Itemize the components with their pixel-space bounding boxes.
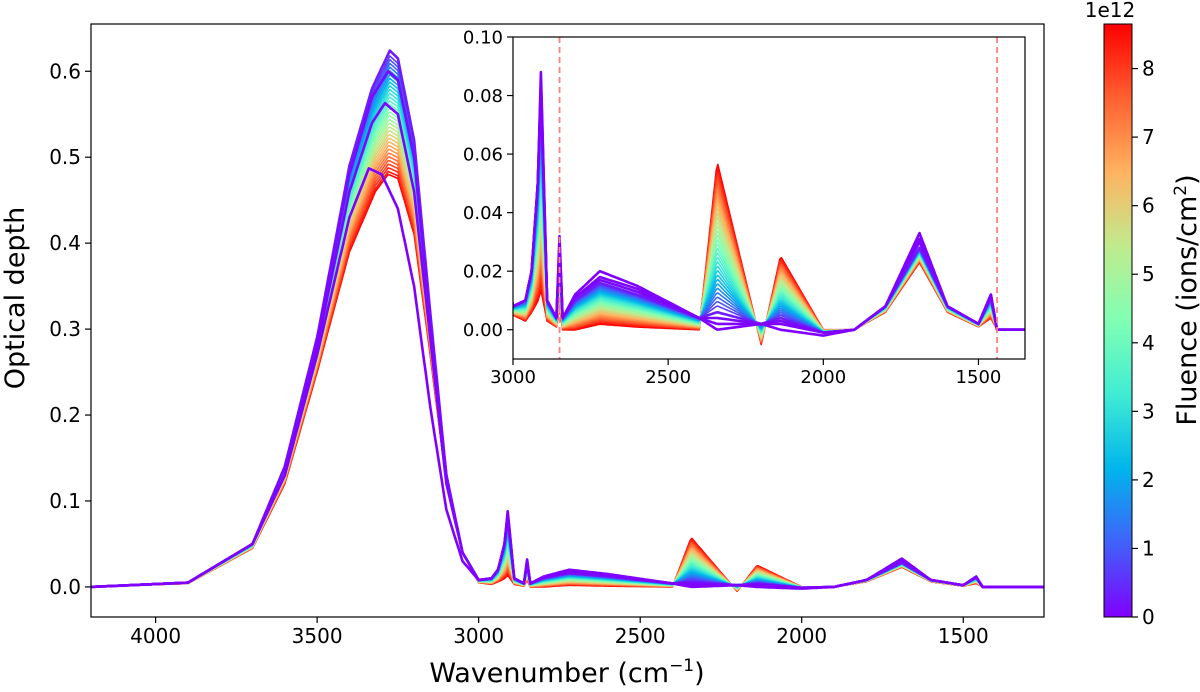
main-y-tick-label: 0.4 [49, 231, 81, 255]
main-series-group [91, 49, 1044, 593]
colorbar-label: Fluence (ions/cm2) [1171, 174, 1200, 425]
main-axes-frame [90, 23, 1045, 618]
inset-x-tick-label: 3000 [490, 367, 536, 388]
colorbar: 1e12 0 1 2 3 4 5 6 7 8 Fluence (ions/cm2) [1085, 0, 1200, 629]
inset-y-ticks: 0.00 0.02 0.04 0.06 0.08 0.10 [463, 27, 513, 341]
colorbar-bar [1103, 23, 1133, 618]
colorbar-tick-label: 8 [1142, 57, 1155, 81]
colorbar-tick-label: 4 [1142, 331, 1155, 355]
colorbar-ticks: 0 1 2 3 4 5 6 7 8 [1132, 57, 1155, 629]
main-x-tick-label: 3500 [292, 624, 343, 648]
colorbar-tick-label: 5 [1142, 262, 1155, 286]
colorbar-tick-label: 1 [1142, 536, 1155, 560]
main-x-tick-label: 3000 [453, 624, 504, 648]
colorbar-multiplier: 1e12 [1085, 0, 1135, 22]
inset-axes: 3000 2500 2000 1500 0.00 0.02 0.04 0.06 0.08 0.1… [463, 27, 1026, 388]
inset-y-tick-label: 0.00 [463, 320, 503, 341]
main-y-tick-label: 0.6 [49, 59, 81, 83]
x-axis-label: Wavenumber (cm−1) [429, 656, 704, 689]
inset-x-tick-label: 2000 [800, 367, 846, 388]
main-axes: 4000 3500 3000 2500 2000 1500 0.0 0.1 0.2 0.3 0.4… [0, 23, 1045, 689]
colorbar-tick-label: 6 [1142, 194, 1155, 218]
y-axis-label: Optical depth [0, 207, 31, 390]
inset-x-tick-label: 2500 [645, 367, 691, 388]
inset-x-ticks: 3000 2500 2000 1500 [490, 359, 1001, 388]
inset-y-tick-label: 0.10 [463, 27, 503, 48]
main-x-tick-label: 1500 [938, 624, 989, 648]
main-x-tick-label: 2500 [615, 624, 666, 648]
main-y-ticks: 0.0 0.1 0.2 0.3 0.4 0.5 0.6 [49, 59, 91, 599]
inset-axes-frame [512, 36, 1026, 360]
inset-reference-lines [558, 37, 998, 359]
inset-y-tick-label: 0.06 [463, 144, 503, 165]
main-x-tick-label: 2000 [776, 624, 827, 648]
inset-series-group [513, 70, 1025, 346]
inset-y-tick-label: 0.02 [463, 261, 503, 282]
main-y-tick-label: 0.5 [49, 145, 81, 169]
colorbar-tick-label: 2 [1142, 468, 1155, 492]
main-spectrum-line [91, 167, 1044, 590]
main-x-tick-label: 4000 [130, 624, 181, 648]
inset-x-tick-label: 1500 [956, 367, 1002, 388]
main-y-tick-label: 0.2 [49, 403, 81, 427]
main-y-tick-label: 0.3 [49, 317, 81, 341]
inset-spectrum-line [513, 70, 1025, 337]
main-y-tick-label: 0.1 [49, 489, 81, 513]
main-y-tick-label: 0.0 [49, 575, 81, 599]
colorbar-tick-label: 3 [1142, 399, 1155, 423]
colorbar-tick-label: 7 [1142, 125, 1155, 149]
colorbar-tick-label: 0 [1142, 605, 1155, 629]
inset-y-tick-label: 0.04 [463, 203, 503, 224]
inset-y-tick-label: 0.08 [463, 86, 503, 107]
main-x-ticks: 4000 3500 3000 2500 2000 1500 [130, 617, 989, 648]
